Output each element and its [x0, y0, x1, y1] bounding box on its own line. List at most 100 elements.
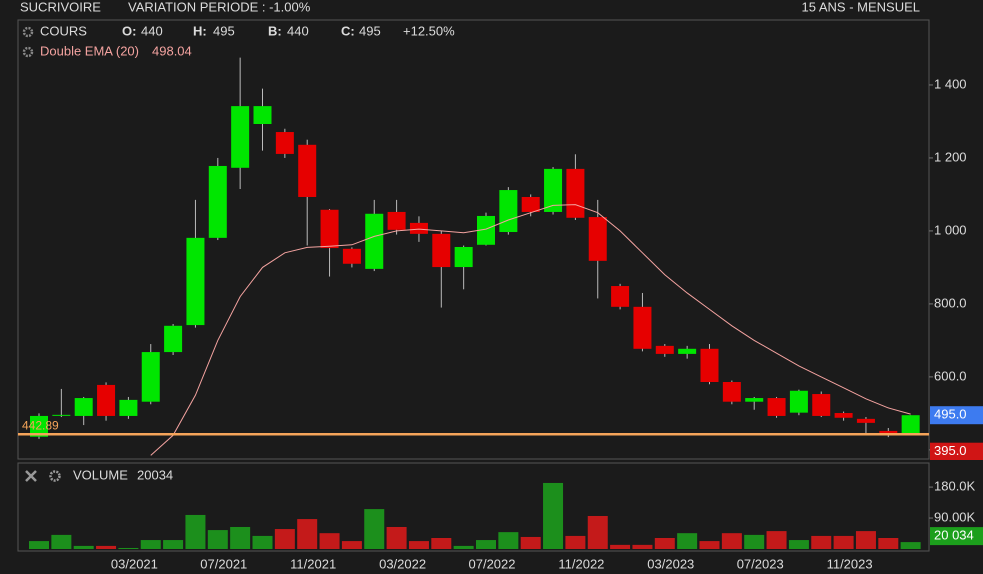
volume-bar [319, 533, 340, 549]
ohlc-label: C: [341, 23, 355, 38]
candle-body [611, 286, 630, 307]
candle-body [342, 248, 361, 264]
ema-name: Double EMA (20) [40, 43, 139, 58]
y-tick-label: 1 200 [934, 149, 967, 164]
ohlc-label: O: [122, 23, 136, 38]
volume-bar [297, 519, 318, 549]
candle-body [633, 306, 652, 349]
variation: VARIATION PERIODE : -1.00% [128, 0, 311, 14]
panel-gap [929, 460, 983, 462]
y-tick-label: 90.00K [934, 509, 976, 524]
candle-body [231, 106, 250, 168]
volume-bar [118, 547, 139, 549]
volume-bar [341, 541, 362, 549]
volume-bar [230, 526, 251, 549]
candle-body [208, 165, 227, 238]
volume-bar [900, 542, 921, 549]
ohlc-label: H: [193, 23, 207, 38]
volume-bar [207, 530, 228, 549]
volume-bar [252, 535, 273, 549]
x-tick-label: 03/2022 [379, 556, 426, 571]
ohlc-value: 495 [213, 23, 235, 38]
x-tick-label: 03/2023 [647, 556, 694, 571]
settings-icon[interactable] [22, 46, 34, 58]
volume-tag-label: 20 034 [934, 528, 974, 543]
volume-bar [610, 544, 631, 549]
x-tick-label: 07/2023 [737, 556, 784, 571]
ohlc-label: B: [268, 23, 282, 38]
volume-bar [364, 509, 385, 549]
ohlc-value: 440 [287, 23, 309, 38]
candle-body [432, 233, 451, 268]
volume-bar [185, 514, 206, 549]
candle-body [834, 413, 853, 418]
volume-bar [543, 482, 564, 549]
x-tick-label: 11/2021 [290, 556, 336, 571]
candle-body [655, 345, 674, 354]
volume-bar [811, 535, 832, 549]
candle-body [409, 222, 428, 234]
price-tag-label: 495.0 [934, 407, 967, 422]
candle-body [477, 215, 495, 245]
candle-body [767, 398, 786, 416]
instrument: SUCRIVOIRE [20, 0, 101, 14]
volume-bar [29, 541, 49, 549]
series-title: COURS [40, 23, 87, 38]
candle-body [275, 132, 294, 154]
volume-bar [721, 533, 742, 549]
volume-tag [930, 527, 983, 546]
candle-body [454, 246, 473, 268]
volume-bar [476, 540, 496, 549]
candle-body [253, 106, 272, 125]
candle-body [700, 348, 719, 383]
volume-title: VOLUME [73, 467, 128, 482]
x-tick-label: 07/2022 [469, 556, 516, 571]
y-tick-label: 1 000 [934, 222, 967, 237]
close-icon[interactable] [25, 470, 37, 482]
y-tick-label: 800.0 [934, 295, 967, 310]
candle-body [588, 217, 607, 261]
volume-bar [744, 534, 765, 549]
candle-body [722, 382, 741, 402]
candle-body [745, 398, 764, 402]
volume-bar [408, 541, 429, 549]
level-label: 442.89 [22, 418, 59, 432]
candle-body [365, 213, 384, 269]
y-tick-label: 600.0 [934, 368, 967, 383]
candle-body [856, 418, 875, 423]
volume-bar [431, 537, 452, 549]
candle-body [186, 237, 205, 326]
candle-body [320, 209, 339, 249]
volume-last: 20034 [137, 467, 173, 482]
settings-icon[interactable] [49, 470, 61, 482]
volume-bar [632, 544, 653, 549]
candle-body [566, 168, 585, 218]
price-panel [17, 19, 930, 460]
volume-bar [766, 531, 787, 549]
candle-body [812, 394, 831, 416]
candle-body [74, 398, 93, 416]
volume-bar [386, 526, 407, 549]
volume-bar [677, 533, 698, 549]
candle-body [499, 190, 518, 233]
candle-body [30, 415, 48, 437]
candle-body [678, 348, 697, 354]
ohlc-value: 440 [141, 23, 163, 38]
volume-bar [587, 515, 608, 549]
volume-bar [274, 529, 295, 549]
period: 15 ANS - MENSUEL [802, 0, 921, 14]
ema-line [150, 204, 911, 456]
y-tick-label: 1 400 [934, 76, 967, 91]
candle-body [52, 414, 71, 416]
volume-bar [51, 534, 72, 549]
volume-bar [699, 541, 720, 549]
volume-bar [855, 531, 876, 549]
candle-body [97, 384, 116, 416]
x-tick-label: 03/2021 [111, 556, 158, 571]
ohlc-value: 495 [359, 23, 381, 38]
candle-body [298, 144, 317, 197]
x-tick-label: 11/2023 [827, 556, 873, 571]
settings-icon[interactable] [22, 26, 34, 38]
volume-bar [788, 540, 809, 549]
